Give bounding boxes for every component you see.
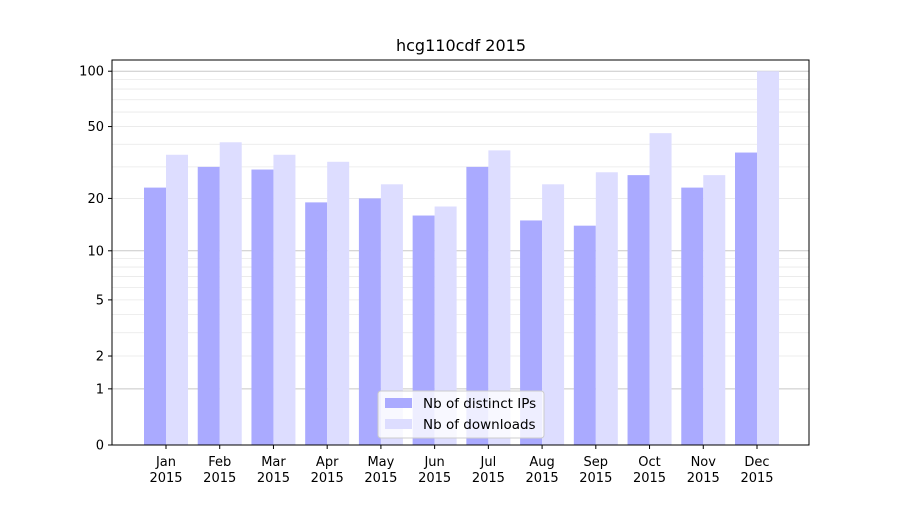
y-tick-label: 20 — [87, 192, 104, 207]
x-tick-label-year: 2015 — [257, 471, 290, 486]
y-tick-label: 0 — [96, 439, 104, 454]
x-tick-label-month: Mar — [261, 455, 286, 470]
y-tick-label: 5 — [96, 293, 104, 308]
bar — [273, 154, 296, 445]
bar — [305, 202, 328, 445]
y-tick-label: 100 — [79, 65, 104, 80]
x-tick-label-month: Oct — [638, 455, 660, 470]
legend-swatch — [385, 419, 412, 429]
bar — [219, 142, 242, 446]
y-axis: 0 1 2 5 10 20 50 100 — [79, 65, 112, 454]
bar — [573, 225, 596, 445]
legend-box — [377, 390, 545, 439]
bar — [627, 175, 650, 445]
bar — [681, 187, 704, 445]
y-tick-label: 10 — [87, 244, 104, 259]
x-tick-label-month: Feb — [208, 455, 231, 470]
bar — [735, 152, 757, 446]
bars — [144, 71, 779, 446]
x-tick-label-year: 2015 — [472, 471, 505, 486]
legend-swatch — [385, 398, 412, 408]
bar — [358, 198, 381, 445]
bar — [380, 184, 403, 445]
x-tick-label-month: Sep — [584, 455, 609, 470]
y-tick-label: 1 — [96, 382, 104, 397]
x-tick-label-year: 2015 — [418, 471, 451, 486]
x-tick-label-month: Jun — [423, 455, 444, 470]
bar — [649, 133, 672, 446]
bar — [251, 169, 274, 445]
x-tick-label-year: 2015 — [579, 471, 612, 486]
bar — [434, 206, 457, 445]
legend: Nb of distinct IPs Nb of downloads — [377, 390, 545, 439]
x-tick-label-month: Dec — [744, 455, 769, 470]
x-tick-label-year: 2015 — [687, 471, 720, 486]
x-tick-label-year: 2015 — [149, 471, 182, 486]
x-tick-label-year: 2015 — [364, 471, 397, 486]
bar — [488, 150, 511, 445]
x-tick-label-month: May — [367, 455, 394, 470]
x-tick-label-month: Nov — [691, 455, 717, 470]
bar — [466, 166, 489, 445]
bar — [757, 71, 779, 446]
bar — [412, 215, 435, 445]
bar — [595, 172, 618, 445]
legend-label: Nb of downloads — [423, 417, 536, 433]
y-tick-label: 50 — [87, 120, 104, 135]
x-axis: Jan2015Feb2015Mar2015Apr2015May2015Jun20… — [149, 445, 774, 486]
x-tick-label-year: 2015 — [633, 471, 666, 486]
x-tick-label-month: Jul — [480, 455, 497, 470]
x-tick-label-month: Jan — [155, 455, 176, 470]
bar — [144, 187, 166, 445]
x-tick-label-month: Aug — [529, 455, 554, 470]
x-tick-label-year: 2015 — [526, 471, 559, 486]
legend-label: Nb of distinct IPs — [423, 396, 536, 412]
chart-title: hcg110cdf 2015 — [396, 36, 526, 55]
x-tick-label-year: 2015 — [740, 471, 773, 486]
x-tick-label-year: 2015 — [203, 471, 236, 486]
bar — [520, 220, 543, 445]
bar — [166, 154, 188, 445]
bar — [327, 161, 350, 445]
x-tick-label-year: 2015 — [311, 471, 344, 486]
x-tick-label-month: Apr — [316, 455, 339, 470]
bar — [197, 166, 220, 445]
bar — [703, 175, 726, 445]
y-tick-label: 2 — [96, 350, 104, 365]
bar — [542, 184, 565, 445]
plot-frame — [111, 59, 810, 446]
